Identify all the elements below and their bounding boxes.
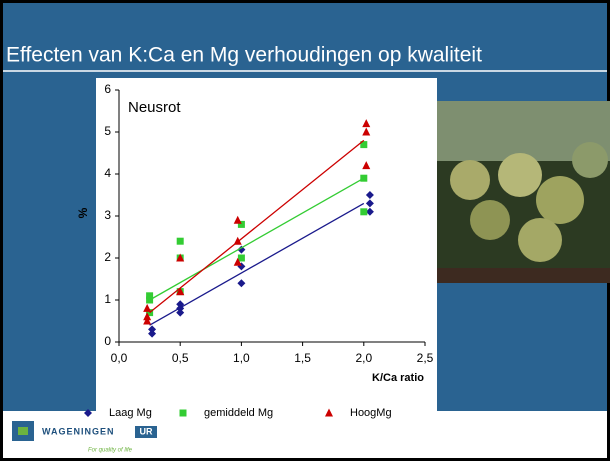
slide-title: Effecten van K:Ca en Mg verhoudingen op …: [6, 44, 482, 67]
chart-title: Neusrot: [128, 99, 181, 116]
y-tick-label: 6: [104, 82, 111, 96]
point: [146, 297, 153, 304]
logo-name: WAGENINGEN: [42, 426, 115, 436]
point: [360, 175, 367, 182]
legend-marker: [180, 410, 187, 417]
x-tick-label: 2,0: [355, 351, 372, 365]
legend-label: gemiddeld Mg: [204, 407, 273, 419]
y-tick-label: 5: [104, 124, 111, 138]
y-tick-label: 2: [104, 250, 111, 264]
photo: [437, 101, 610, 283]
x-tick-label: 1,0: [233, 351, 250, 365]
x-tick-label: 1,5: [294, 351, 311, 365]
logo-tagline: For quality of life: [88, 448, 133, 454]
y-axis-label: %: [76, 207, 90, 218]
slide: {"slide_title": "Effecten van K:Ca en Mg…: [0, 0, 610, 461]
legend-label: Laag Mg: [109, 407, 152, 419]
x-tick-label: 0,5: [172, 351, 189, 365]
x-axis-label: K/Ca ratio: [372, 372, 424, 384]
point: [360, 208, 367, 215]
logo-icon-inner: [18, 427, 28, 435]
point: [177, 238, 184, 245]
x-tick-label: 2,5: [417, 351, 434, 365]
x-tick-label: 0,0: [111, 351, 128, 365]
y-tick-label: 3: [104, 208, 111, 222]
legend-label: HoogMg: [350, 407, 392, 419]
y-tick-label: 4: [104, 166, 111, 180]
y-tick-label: 0: [104, 334, 111, 348]
y-tick-label: 1: [104, 292, 111, 306]
logo-badge: UR: [140, 426, 153, 436]
slide-canvas: Effecten van K:Ca en Mg verhoudingen op …: [0, 0, 610, 461]
